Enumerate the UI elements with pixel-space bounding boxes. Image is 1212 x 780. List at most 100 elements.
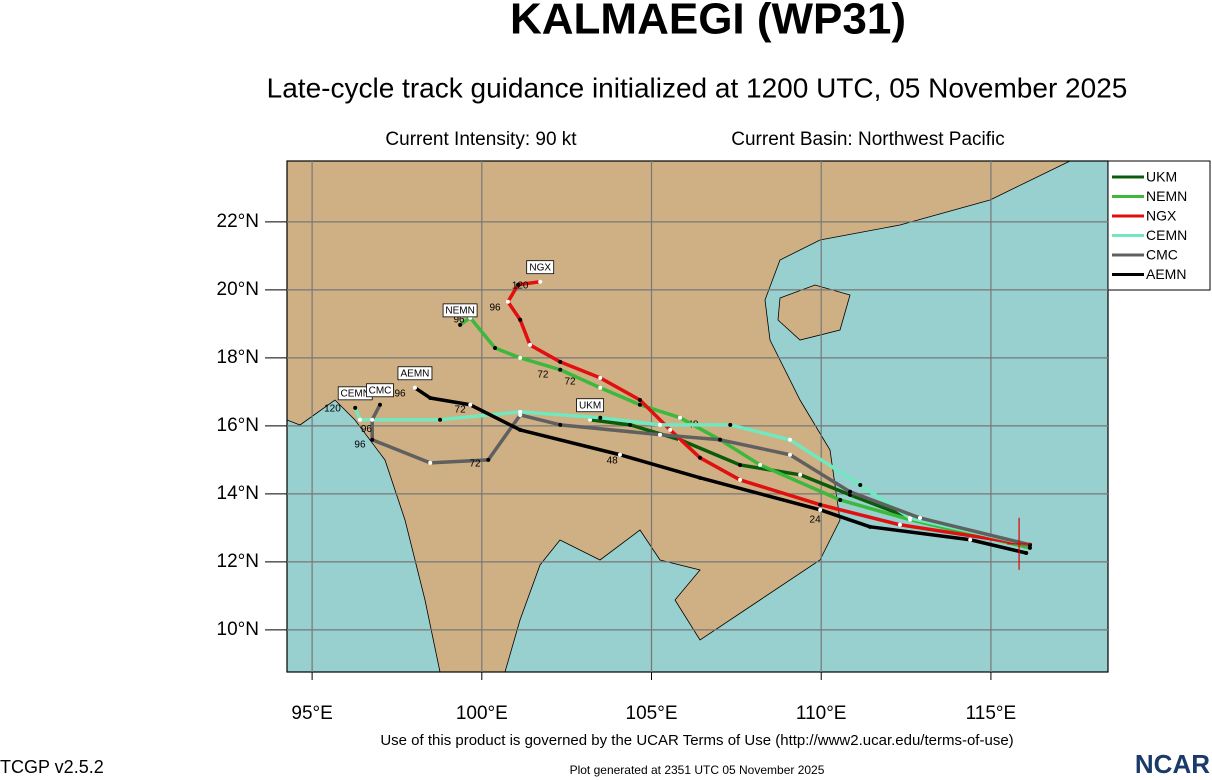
track-point	[538, 279, 543, 284]
track-point	[1027, 545, 1032, 550]
y-tick-label: 22°N	[217, 211, 259, 232]
track-point	[917, 515, 922, 520]
legend-label: NEMN	[1146, 188, 1187, 204]
basin: Current Basin: Northwest Pacific	[731, 129, 1005, 150]
track-point	[637, 398, 642, 403]
track-point	[558, 422, 563, 427]
track-point	[908, 515, 913, 520]
legend-label: CEMN	[1146, 227, 1187, 243]
track-point	[518, 409, 523, 414]
hour-label: 96	[454, 314, 466, 325]
hainan	[777, 284, 851, 341]
end-label-box	[397, 366, 433, 381]
track-point	[493, 345, 498, 350]
end-label: NEMN	[445, 306, 474, 317]
track-point	[758, 462, 763, 467]
track-point	[787, 452, 792, 457]
hour-label: 72	[564, 376, 576, 387]
track-point	[657, 422, 662, 427]
legend-label: AEMN	[1146, 266, 1186, 282]
intensity: Current Intensity: 90 kt	[385, 129, 577, 150]
track-point	[486, 457, 491, 462]
track-point	[1024, 551, 1029, 556]
track-point	[598, 375, 603, 380]
hour-label: 96	[394, 389, 406, 400]
track-point	[657, 432, 662, 437]
track-point	[858, 483, 863, 488]
y-tick-label: 12°N	[217, 551, 259, 572]
track-point	[516, 282, 521, 287]
track-point	[353, 405, 358, 410]
end-label-box	[366, 383, 394, 398]
track-point	[738, 462, 743, 467]
end-label: CMC	[369, 385, 392, 396]
track-point	[438, 417, 443, 422]
frame	[286, 160, 1109, 673]
terms: Use of this product is governed by the U…	[380, 732, 1013, 749]
track-point	[818, 507, 823, 512]
y-tick-label: 18°N	[217, 347, 259, 368]
hour-label: 72	[455, 405, 467, 416]
track-point	[458, 322, 463, 327]
end-label: UKM	[579, 400, 601, 411]
track-point	[798, 472, 803, 477]
track-point	[838, 497, 843, 502]
track-point	[738, 477, 743, 482]
hour-label: 24	[810, 514, 822, 525]
legend-label: NGX	[1146, 208, 1177, 224]
x-tick-label: 95°E	[291, 703, 332, 724]
hour-label: 96	[354, 440, 366, 451]
track	[413, 386, 1027, 555]
track-point	[528, 342, 533, 347]
track-point	[370, 437, 375, 442]
track-point	[428, 395, 433, 400]
hour-label: 120	[512, 280, 529, 291]
track-point	[428, 460, 433, 465]
track-point	[370, 417, 375, 422]
track-point	[818, 502, 823, 507]
y-tick-label: 16°N	[217, 415, 259, 436]
hour-label: 96	[489, 303, 501, 314]
track-point	[412, 385, 417, 390]
track-point	[698, 475, 703, 480]
track-point	[968, 537, 973, 542]
hour-label: 72	[469, 459, 481, 470]
track-point	[518, 317, 523, 322]
track-point	[617, 452, 622, 457]
track-point	[868, 524, 873, 529]
version: TCGP v2.5.2	[0, 757, 104, 777]
end-label-box	[576, 398, 604, 413]
track-point	[377, 402, 382, 407]
track-point	[505, 299, 510, 304]
track-point	[468, 402, 473, 407]
track-point	[698, 455, 703, 460]
track-point	[787, 437, 792, 442]
logo: NCAR	[1135, 749, 1210, 779]
end-label-box	[526, 260, 555, 275]
end-label: AEMN	[400, 368, 429, 379]
legend	[1107, 160, 1211, 291]
legend-label: CMC	[1146, 247, 1178, 263]
track-point	[628, 422, 633, 427]
track-point	[678, 415, 683, 420]
track-point	[718, 437, 723, 442]
end-label: NGX	[529, 262, 551, 273]
track-point	[728, 422, 733, 427]
generated: Plot generated at 2351 UTC 05 November 2…	[570, 763, 825, 777]
hour-label: 72	[537, 369, 549, 380]
x-tick-label: 105°E	[626, 703, 678, 724]
track-point	[598, 385, 603, 390]
end-label: CEMN	[340, 388, 369, 399]
x-tick-label: 100°E	[456, 703, 508, 724]
map	[286, 160, 1109, 673]
track-point	[558, 367, 563, 372]
end-label-box	[442, 303, 478, 318]
x-tick-label: 110°E	[796, 703, 847, 724]
hour-label: 48	[607, 456, 619, 467]
hour-label: 120	[324, 403, 341, 414]
title: KALMAEGI (WP31)	[510, 0, 906, 44]
y-tick-label: 14°N	[217, 483, 259, 504]
y-tick-label: 10°N	[217, 619, 259, 640]
y-tick-label: 20°N	[217, 279, 259, 300]
